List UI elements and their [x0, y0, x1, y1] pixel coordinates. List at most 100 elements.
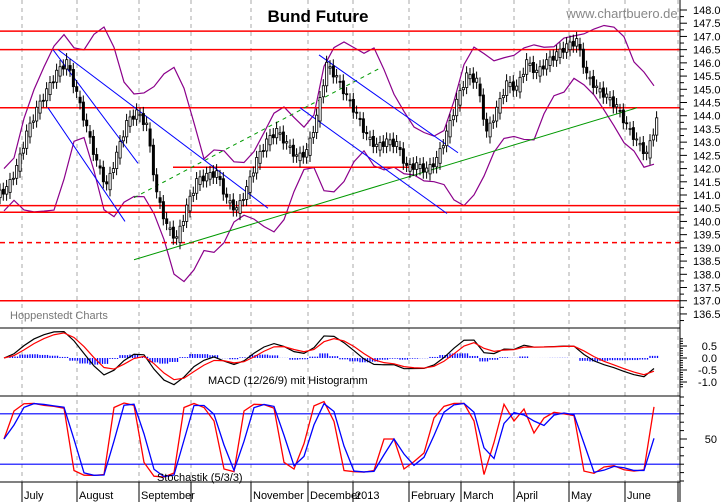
candle-body	[168, 227, 172, 230]
candle-body	[255, 157, 259, 174]
candle-body	[55, 69, 59, 83]
candle-body	[498, 98, 502, 114]
candle-body	[18, 153, 22, 172]
candle-body	[15, 165, 19, 179]
candle-body	[375, 143, 379, 147]
candle-body	[191, 192, 195, 196]
candle-body	[111, 168, 115, 173]
candle-body	[145, 122, 149, 125]
candle-body	[511, 81, 515, 91]
candle-body	[308, 137, 312, 156]
candle-body	[265, 138, 269, 152]
candle-body	[261, 150, 265, 152]
candle-body	[611, 96, 615, 108]
candle-body	[321, 85, 325, 98]
trend-line	[299, 107, 448, 214]
candle-body	[278, 132, 282, 135]
candle-body	[495, 106, 499, 122]
trend-line	[47, 107, 126, 222]
candle-body	[38, 100, 42, 114]
stoch-k-line	[3, 400, 655, 478]
candle-body	[71, 69, 75, 88]
candle-body	[91, 136, 95, 155]
candle-body	[558, 48, 562, 58]
candle-body	[421, 163, 425, 173]
y-tick-label: 139.5	[693, 230, 721, 242]
candle-body	[185, 204, 189, 222]
candle-body	[165, 218, 169, 224]
candle-body	[178, 225, 182, 243]
stoch-tick-label: 50	[705, 434, 717, 446]
candle-body	[478, 83, 482, 97]
candle-body	[581, 48, 585, 68]
source-label: Hoppenstedt Charts	[10, 310, 108, 322]
candle-body	[135, 109, 139, 120]
candle-body	[595, 85, 599, 88]
candle-body	[248, 176, 252, 193]
y-tick-label: 141.5	[693, 177, 721, 189]
candle-body	[238, 200, 242, 214]
candle-body	[501, 95, 505, 99]
y-tick-label: 143.5	[693, 124, 721, 136]
y-tick-label: 143.0	[693, 137, 721, 149]
y-tick-label: 144.5	[693, 98, 721, 110]
candle-body	[61, 65, 65, 70]
candle-body	[468, 74, 472, 80]
candle-body	[445, 130, 449, 147]
candle-body	[485, 118, 489, 132]
candle-body	[5, 186, 9, 195]
candle-body	[95, 154, 99, 161]
candle-body	[651, 134, 655, 141]
candle-body	[351, 99, 355, 113]
candle-body	[591, 76, 595, 88]
y-tick-label: 147.5	[693, 18, 721, 30]
candle-body	[295, 154, 299, 157]
candle-body	[65, 59, 69, 70]
candle-body	[161, 201, 165, 220]
candle-body	[505, 80, 509, 96]
candle-body	[361, 118, 365, 133]
x-tick-label: September	[141, 490, 195, 502]
candle-body	[291, 144, 295, 157]
candle-body	[415, 162, 419, 170]
candle-body	[471, 73, 475, 83]
candle-body	[305, 149, 309, 158]
candle-body	[345, 93, 349, 96]
candle-body	[205, 172, 209, 182]
candle-body	[228, 200, 232, 204]
candle-body	[221, 178, 225, 195]
candle-body	[425, 167, 429, 173]
candle-body	[78, 96, 82, 104]
candle-body	[201, 175, 205, 182]
candle-body	[298, 152, 302, 162]
candle-body	[528, 62, 532, 66]
candle-body	[615, 104, 619, 108]
candle-body	[621, 109, 625, 124]
candles	[0, 31, 659, 250]
candle-body	[381, 141, 385, 147]
candle-body	[195, 178, 199, 194]
bollinger-lower	[3, 77, 655, 283]
x-tick-label: November	[253, 490, 304, 502]
candle-body	[88, 131, 92, 138]
candle-body	[101, 166, 105, 183]
stoch-d-line	[3, 402, 655, 478]
y-tick-label: 148.0	[693, 5, 721, 17]
y-tick-label: 137.5	[693, 283, 721, 295]
candle-body	[461, 87, 465, 91]
candle-body	[85, 119, 89, 127]
candle-body	[601, 87, 605, 98]
y-tick-label: 140.5	[693, 203, 721, 215]
candle-body	[475, 77, 479, 83]
candle-body	[75, 86, 79, 92]
candle-body	[521, 73, 525, 77]
candle-body	[535, 69, 539, 73]
candle-body	[51, 81, 55, 84]
candle-body	[271, 134, 275, 139]
candle-body	[105, 181, 109, 185]
candle-body	[0, 189, 2, 199]
candle-body	[45, 88, 49, 102]
candle-body	[131, 115, 135, 120]
